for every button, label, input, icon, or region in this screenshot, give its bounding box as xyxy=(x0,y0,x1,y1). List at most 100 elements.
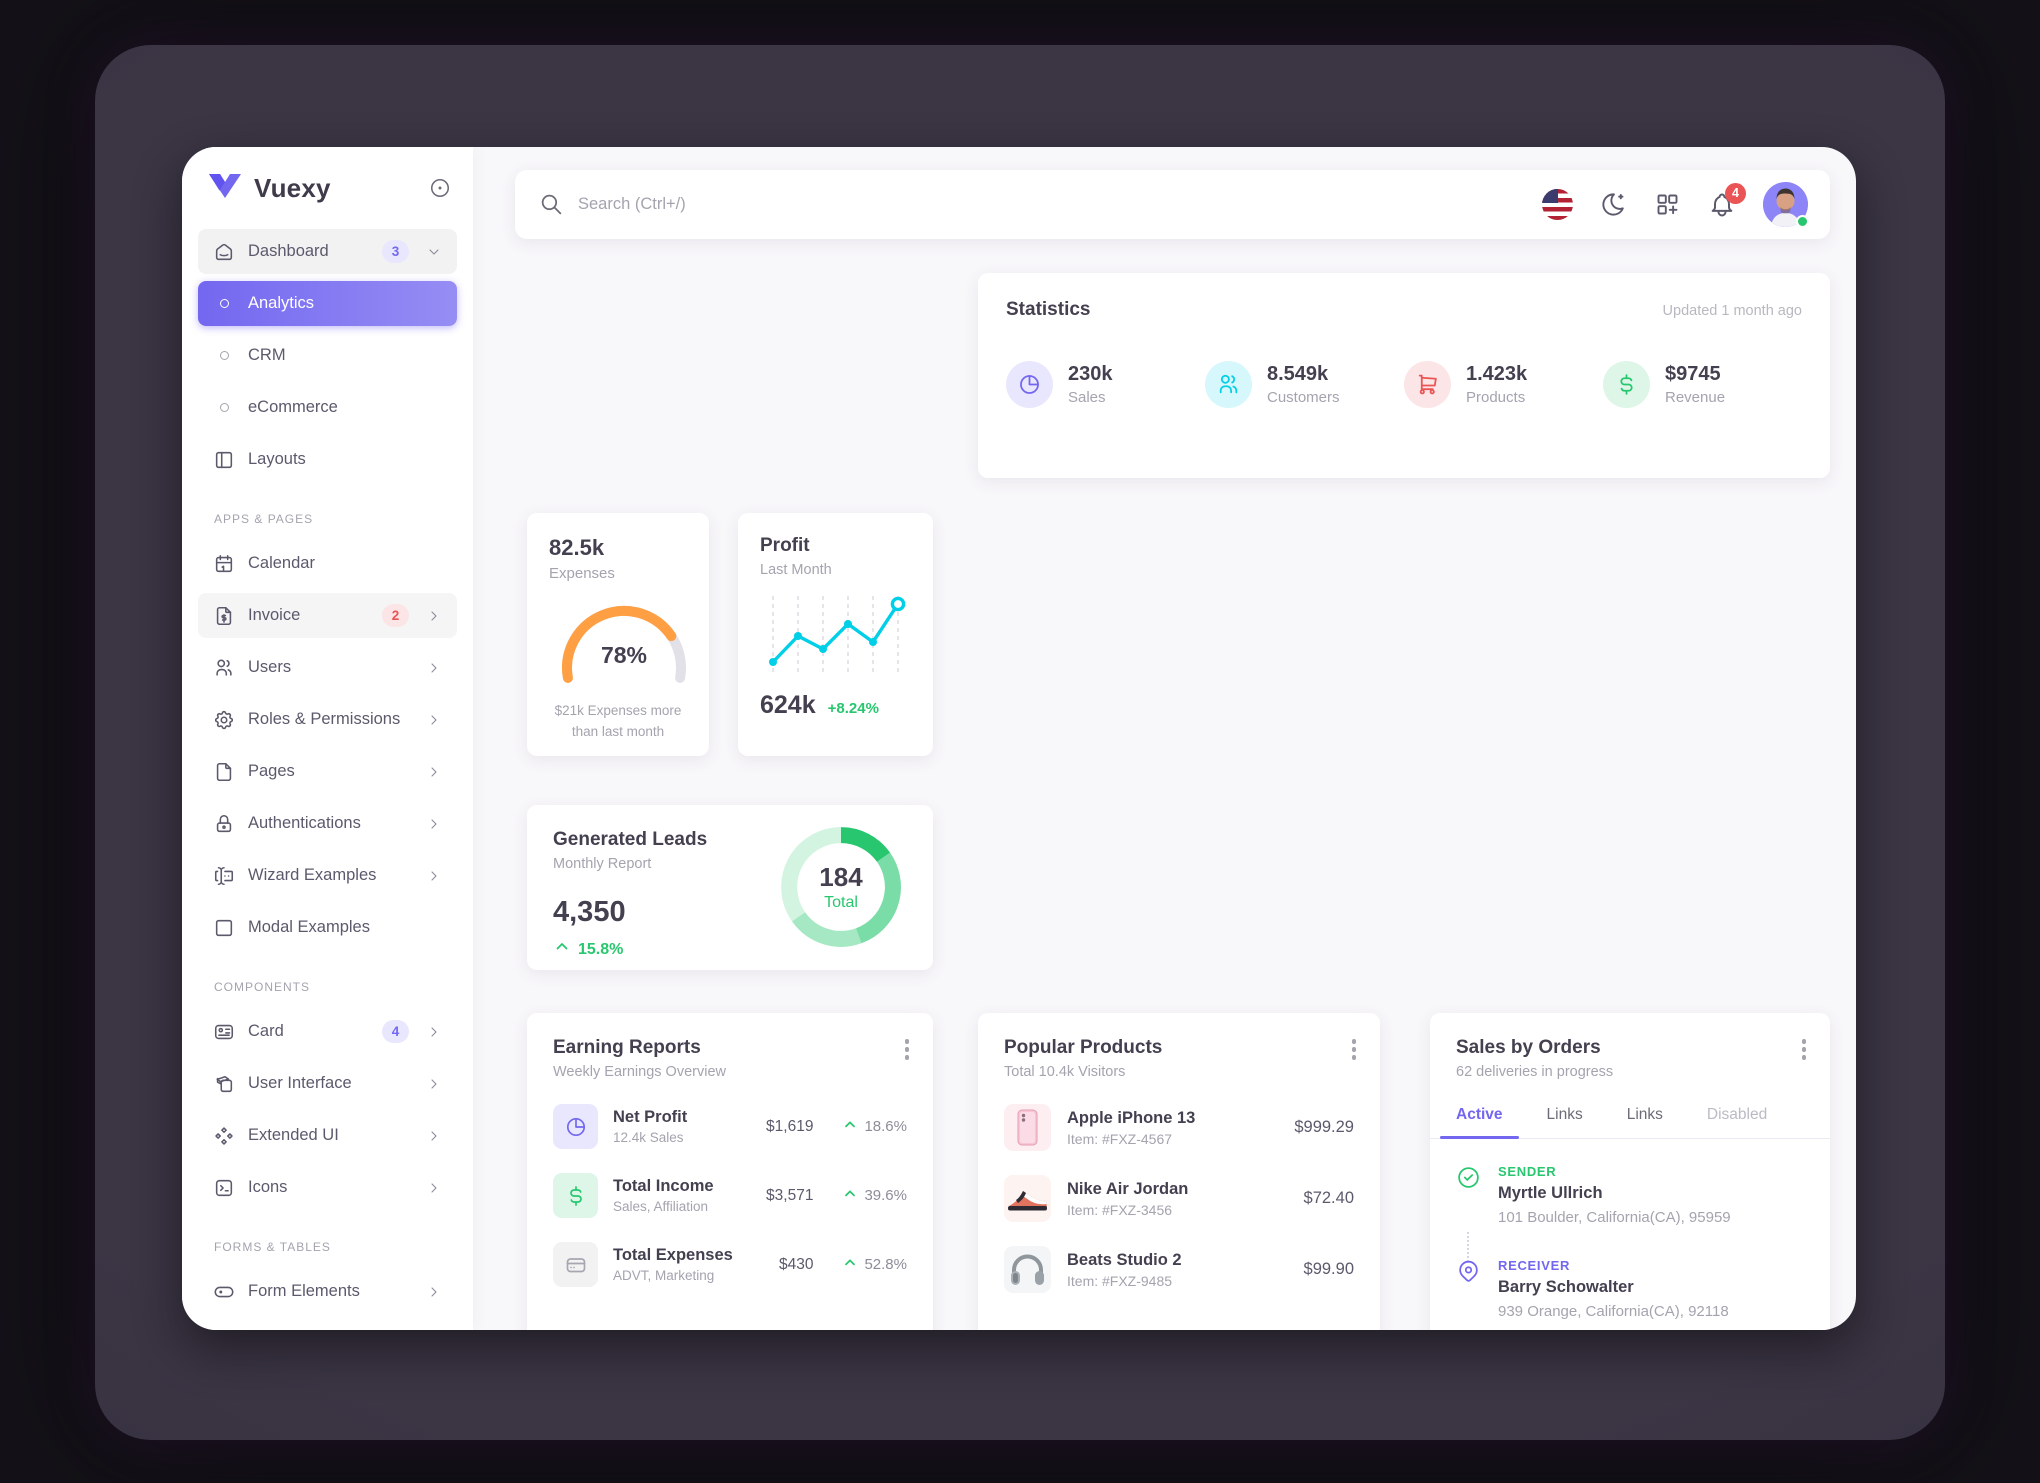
sidebar-item-wizard-examples[interactable]: Wizard Examples xyxy=(198,853,457,898)
leads-value: 4,350 xyxy=(553,896,626,928)
id-card-icon xyxy=(213,1021,235,1043)
products-title: Popular Products xyxy=(1004,1037,1163,1058)
receiver-entry: RECEIVER Barry Schowalter 939 Orange, Ca… xyxy=(1456,1258,1804,1320)
row-subtitle: Sales, Affiliation xyxy=(613,1199,709,1214)
sidebar-item-layouts[interactable]: Layouts xyxy=(198,437,457,482)
apps-grid-icon[interactable] xyxy=(1654,191,1681,218)
stat-revenue: $9745 Revenue xyxy=(1603,361,1802,408)
earning-subtitle: Weekly Earnings Overview xyxy=(553,1064,726,1080)
sidebar-item-ecommerce[interactable]: eCommerce xyxy=(198,385,457,430)
sidebar-item-form-layouts[interactable]: Form Layouts xyxy=(198,1321,457,1330)
product-item-code: Item: #FXZ-4567 xyxy=(1067,1130,1173,1147)
chevron-up-icon xyxy=(842,1117,858,1137)
bullet-icon xyxy=(213,351,235,360)
tab-links-1[interactable]: Links xyxy=(1546,1106,1583,1123)
forms-icon xyxy=(213,865,235,887)
brand-logo[interactable]: Vuexy xyxy=(182,147,473,229)
earning-reports-card: Earning Reports Weekly Earnings Overview… xyxy=(527,1013,933,1330)
profit-sparkline-chart xyxy=(760,592,911,685)
row-title: Net Profit xyxy=(613,1108,688,1126)
more-options-icon[interactable] xyxy=(901,1035,914,1064)
sidebar-section-components: COMPONENTS xyxy=(214,979,311,994)
toggle-icon xyxy=(213,1281,235,1303)
product-name: Beats Studio 2 xyxy=(1067,1250,1182,1269)
online-status-dot xyxy=(1796,215,1809,228)
leads-title: Generated Leads xyxy=(553,829,708,850)
chevron-right-icon xyxy=(426,608,442,624)
sidebar-item-form-elements[interactable]: Form Elements xyxy=(198,1269,457,1314)
vuexy-logo-icon xyxy=(208,173,242,204)
sidebar-item-modal-examples[interactable]: Modal Examples xyxy=(198,905,457,950)
stat-label: Sales xyxy=(1068,389,1106,406)
sidebar-item-crm[interactable]: CRM xyxy=(198,333,457,378)
topbar-icons: 4 xyxy=(1542,182,1809,228)
sidebar-item-authentications[interactable]: Authentications xyxy=(198,801,457,846)
iphone-product-image xyxy=(1004,1104,1051,1151)
square-icon xyxy=(213,917,235,939)
stat-value: 1.423k xyxy=(1466,363,1528,385)
sidebar-item-card[interactable]: Card 4 xyxy=(198,1009,457,1054)
sidebar-item-label: Users xyxy=(248,658,292,676)
tab-links-2[interactable]: Links xyxy=(1626,1106,1663,1123)
language-flag-icon[interactable] xyxy=(1542,189,1573,220)
profit-value: 624k xyxy=(760,691,816,719)
expenses-gauge-chart: 78% xyxy=(549,596,699,689)
row-amount: $3,571 xyxy=(766,1186,814,1204)
earning-row-total-income: Total Income Sales, Affiliation $3,571 3… xyxy=(553,1173,907,1218)
stat-value: 8.549k xyxy=(1267,363,1329,385)
sidebar: Vuexy Dashboard 3 Analytics CRM xyxy=(182,147,473,1330)
users-icon xyxy=(1205,361,1252,408)
user-avatar[interactable] xyxy=(1763,182,1809,228)
orders-tabs: Active Links Links Disabled xyxy=(1430,1106,1830,1139)
sidebar-item-analytics[interactable]: Analytics xyxy=(198,281,457,326)
leads-donut-chart: 184 Total xyxy=(775,821,907,953)
row-amount: $1,619 xyxy=(766,1117,814,1135)
notifications-bell-icon[interactable]: 4 xyxy=(1708,182,1746,219)
expenses-label: Expenses xyxy=(549,565,615,582)
sidebar-item-user-interface[interactable]: User Interface xyxy=(198,1061,457,1106)
stat-label: Revenue xyxy=(1665,389,1726,406)
chevron-right-icon xyxy=(426,660,442,676)
sidebar-item-dashboard[interactable]: Dashboard 3 xyxy=(198,229,457,274)
more-options-icon[interactable] xyxy=(1348,1035,1361,1064)
sidebar-item-calendar[interactable]: Calendar xyxy=(198,541,457,586)
sidebar-item-label: Form Elements xyxy=(248,1282,360,1300)
leads-delta-value: 15.8% xyxy=(578,940,624,958)
chevron-right-icon xyxy=(426,1024,442,1040)
sidebar-item-label: Roles & Permissions xyxy=(248,710,401,728)
donut-center-label: Total xyxy=(824,894,858,911)
sidebar-nav: Dashboard 3 Analytics CRM eCommerce Layo… xyxy=(182,229,473,1330)
dark-mode-moon-icon[interactable] xyxy=(1600,191,1627,218)
chevron-right-icon xyxy=(426,1180,442,1196)
receiver-name: Barry Schowalter xyxy=(1498,1278,1634,1296)
more-options-icon[interactable] xyxy=(1798,1035,1811,1064)
sidebar-section-forms-tables: FORMS & TABLES xyxy=(214,1239,331,1254)
sidebar-item-extended-ui[interactable]: Extended UI xyxy=(198,1113,457,1158)
product-price: $99.90 xyxy=(1303,1260,1354,1278)
sales-by-orders-card: Sales by Orders 62 deliveries in progres… xyxy=(1430,1013,1830,1330)
layout-sidebar-icon xyxy=(213,449,235,471)
expenses-percent: 78% xyxy=(600,642,648,668)
stat-sales: 230k Sales xyxy=(1006,361,1205,408)
orders-title: Sales by Orders xyxy=(1456,1037,1601,1058)
sidebar-item-pages[interactable]: Pages xyxy=(198,749,457,794)
search-input[interactable] xyxy=(578,195,1542,214)
sidebar-item-users[interactable]: Users xyxy=(198,645,457,690)
tab-active[interactable]: Active xyxy=(1440,1106,1518,1139)
check-circle-icon xyxy=(1456,1164,1481,1226)
tab-disabled[interactable]: Disabled xyxy=(1706,1106,1768,1123)
sidebar-item-icons[interactable]: Icons xyxy=(198,1165,457,1210)
generated-leads-card: Generated Leads Monthly Report 4,350 15.… xyxy=(527,805,933,970)
sidebar-item-invoice[interactable]: Invoice 2 xyxy=(198,593,457,638)
bullet-icon xyxy=(213,299,235,308)
popular-products-card: Popular Products Total 10.4k Visitors Ap… xyxy=(978,1013,1380,1330)
sidebar-item-label: Authentications xyxy=(248,814,361,832)
chevron-up-icon xyxy=(842,1255,858,1275)
row-delta: 52.8% xyxy=(864,1256,907,1273)
sidebar-collapse-toggle-icon[interactable] xyxy=(429,177,451,199)
sidebar-item-roles-permissions[interactable]: Roles & Permissions xyxy=(198,697,457,742)
terminal-icon xyxy=(213,1177,235,1199)
earning-title: Earning Reports xyxy=(553,1037,701,1058)
sneaker-product-image xyxy=(1004,1175,1051,1222)
product-row-nike: Nike Air Jordan Item: #FXZ-3456 $72.40 xyxy=(1004,1175,1354,1222)
